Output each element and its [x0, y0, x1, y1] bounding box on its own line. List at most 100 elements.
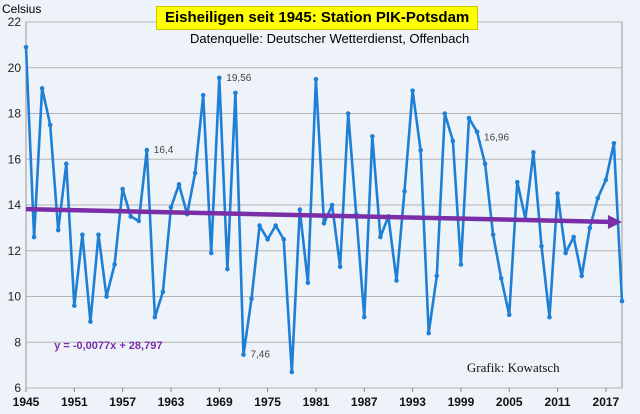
- data-point: [96, 232, 101, 238]
- data-point: [370, 134, 375, 139]
- data-point: [442, 111, 448, 116]
- data-point: [579, 273, 585, 279]
- data-point: [547, 314, 552, 320]
- data-point: [31, 234, 37, 240]
- data-point: [514, 179, 520, 185]
- x-tick-label: 1951: [61, 395, 88, 409]
- data-point: [402, 188, 407, 194]
- data-point: [378, 234, 383, 240]
- data-point: [152, 314, 158, 320]
- x-tick-label: 1981: [303, 395, 330, 409]
- data-point: [39, 86, 45, 91]
- data-point: [47, 122, 53, 128]
- data-point: [611, 140, 617, 146]
- x-tick-label: 2005: [496, 395, 523, 409]
- data-point: [72, 303, 77, 308]
- data-point: [490, 232, 496, 238]
- x-tick-label: 1957: [109, 395, 136, 409]
- data-point: [112, 262, 117, 267]
- data-point: [104, 294, 109, 299]
- data-point: [563, 250, 568, 256]
- x-tick-label: 1975: [254, 395, 281, 409]
- x-tick-label: 1999: [448, 395, 475, 409]
- data-point: [233, 90, 238, 96]
- data-point: [426, 330, 432, 336]
- data-point: [506, 312, 512, 318]
- data-point: [55, 227, 61, 233]
- x-tick-label: 2017: [593, 395, 620, 409]
- data-point: [482, 161, 488, 167]
- chart-subtitle: Datenquelle: Deutscher Wetterdienst, Off…: [190, 31, 470, 46]
- data-point: [587, 225, 593, 231]
- data-point: [281, 237, 287, 242]
- y-tick-label: 6: [14, 381, 21, 395]
- data-point: [329, 202, 335, 208]
- data-point: [345, 111, 351, 116]
- y-tick-label: 12: [8, 244, 22, 258]
- y-tick-label: 20: [8, 61, 22, 75]
- y-axis-label: Celsius: [2, 2, 42, 16]
- data-point: [273, 223, 278, 228]
- data-point: [80, 232, 85, 238]
- data-point: [466, 115, 472, 121]
- data-point: [249, 296, 254, 302]
- data-point: [619, 298, 625, 304]
- data-label: 19,56: [226, 73, 251, 84]
- data-point: [144, 147, 150, 153]
- data-point: [418, 147, 423, 153]
- data-point: [474, 129, 480, 135]
- data-point: [458, 262, 464, 267]
- x-tick-label: 1993: [399, 395, 426, 409]
- data-label: 16,96: [484, 132, 509, 143]
- data-point: [337, 264, 343, 270]
- data-point: [305, 280, 311, 286]
- data-point: [297, 207, 303, 212]
- data-point: [361, 314, 367, 320]
- data-point: [410, 88, 415, 93]
- data-point: [289, 369, 295, 375]
- data-point: [265, 237, 270, 242]
- trend-line: [25, 206, 614, 225]
- data-label: 16,4: [154, 145, 174, 156]
- data-point: [128, 214, 134, 219]
- data-point: [88, 319, 93, 324]
- x-tick-label: 2011: [545, 395, 571, 409]
- chart-title: Eisheiligen seit 1945: Station PIK-Potsd…: [156, 6, 479, 30]
- y-tick-label: 14: [8, 198, 22, 212]
- data-point: [450, 138, 456, 144]
- data-point: [63, 161, 69, 167]
- data-point: [225, 266, 230, 272]
- data-point: [595, 195, 601, 201]
- data-point: [160, 289, 166, 295]
- y-tick-label: 16: [8, 152, 22, 166]
- data-point: [216, 75, 222, 81]
- data-point: [176, 182, 182, 187]
- y-tick-label: 22: [8, 15, 22, 29]
- data-point: [168, 204, 174, 210]
- y-tick-label: 18: [8, 107, 22, 121]
- data-point: [257, 223, 262, 228]
- data-point: [571, 234, 576, 240]
- data-point: [531, 150, 536, 155]
- data-point: [603, 177, 609, 183]
- data-point: [434, 273, 440, 279]
- x-tick-label: 1963: [158, 395, 185, 409]
- data-point: [241, 352, 246, 357]
- x-tick-label: 1969: [206, 395, 233, 409]
- data-point: [23, 44, 29, 50]
- y-tick-label: 8: [14, 335, 21, 349]
- data-point: [208, 250, 214, 256]
- trend-arrowhead: [607, 214, 622, 229]
- data-point: [555, 191, 560, 196]
- x-tick-label: 1987: [351, 395, 378, 409]
- data-point: [120, 186, 125, 192]
- data-point: [498, 275, 504, 281]
- y-tick-label: 10: [8, 290, 22, 304]
- data-point: [200, 92, 206, 98]
- data-label: 7,46: [250, 350, 270, 361]
- data-point: [321, 221, 327, 226]
- data-point: [539, 243, 544, 249]
- data-point: [394, 278, 399, 283]
